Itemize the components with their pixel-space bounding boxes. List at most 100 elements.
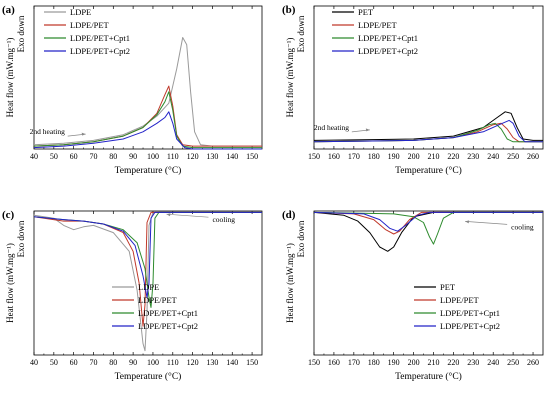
x-tick-label: 90	[129, 358, 137, 367]
x-tick-label: 120	[187, 358, 199, 367]
legend: PET LDPE/PET LDPE/PET+Cpt1 LDPE/PET+Cpt2	[414, 282, 500, 331]
annotation-arrow	[166, 213, 209, 218]
y-axis-label: Heat flow (mW.mg⁻¹)	[285, 38, 295, 118]
x-tick-label: 120	[187, 152, 199, 161]
x-tick-label: 170	[348, 152, 360, 161]
series-line	[33, 111, 262, 150]
annotation-text: cooling	[511, 222, 534, 231]
y-axis-label-exo: Exo down	[296, 220, 306, 257]
legend-label: LDPE/PET+Cpt1	[138, 308, 198, 318]
legend-label: PET	[440, 282, 456, 292]
x-tick-label: 190	[388, 152, 400, 161]
x-tick-label: 150	[246, 358, 258, 367]
plot-frame	[313, 5, 544, 150]
legend-label: LDPE/PET	[138, 295, 178, 305]
legend-label: LDPE/PET+Cpt1	[70, 33, 130, 43]
legend-label: LDPE/PET+Cpt1	[440, 308, 500, 318]
y-axis-label: Heat flow (mW.mg⁻¹)	[5, 38, 15, 118]
x-tick-label: 220	[447, 358, 459, 367]
plot-frame	[33, 5, 263, 150]
x-tick-label: 230	[467, 358, 479, 367]
legend: LDPE LDPE/PET LDPE/PET+Cpt1 LDPE/PET+Cpt2	[112, 282, 198, 331]
x-tick-label: 110	[167, 152, 179, 161]
x-tick-label: 180	[368, 152, 380, 161]
x-tick-label: 240	[487, 358, 499, 367]
panel-label: (b)	[282, 4, 296, 16]
x-tick-label: 40	[30, 152, 38, 161]
y-axis-label-exo: Exo down	[16, 15, 26, 52]
x-tick-label: 210	[427, 152, 439, 161]
panel-d: (d) 150 160 170 180 190 200 210 220 230 240 250 260 T…	[282, 209, 544, 382]
series-line	[33, 37, 262, 147]
series-line	[33, 91, 262, 149]
x-tick-label: 70	[89, 358, 97, 367]
x-tick-label: 60	[70, 152, 78, 161]
panel-c: (c) 40 50 60 70 80 90 100 110 120 130 140 150 Tempera…	[2, 209, 263, 382]
series-line	[313, 211, 543, 232]
x-tick-label: 140	[226, 358, 238, 367]
x-tick-label: 220	[447, 152, 459, 161]
series-line	[33, 211, 262, 298]
annotation-arrowhead	[81, 132, 86, 136]
x-axis-label: Temperature (°C)	[115, 165, 182, 176]
x-tick-label: 210	[427, 358, 439, 367]
y-axis-label: Heat flow (mW.mg⁻¹)	[5, 243, 15, 323]
x-tick-label: 200	[408, 152, 420, 161]
x-tick-label: 50	[50, 358, 58, 367]
x-tick-label: 150	[308, 358, 320, 367]
panel-b: (b) 150 160 170 180 190 200 210 220 230 240 250 260 T…	[282, 4, 544, 176]
series-line	[313, 211, 543, 252]
series-line	[313, 211, 543, 235]
panel-a: (a) 40 50 60 70 80 90 100 110 120 130 140 150 Tempera…	[2, 4, 263, 176]
x-tick-label: 80	[109, 358, 117, 367]
legend-label: LDPE/PET	[358, 20, 398, 30]
legend-label: LDPE/PET+Cpt1	[358, 33, 418, 43]
series-line	[33, 85, 262, 147]
x-tick-label: 140	[226, 152, 238, 161]
annotation-text: cooling	[212, 215, 235, 224]
legend-label: PET	[358, 7, 374, 17]
annotation-arrow	[465, 221, 508, 225]
x-tick-label: 230	[467, 152, 479, 161]
x-tick-label: 190	[388, 358, 400, 367]
legend: LDPE LDPE/PET LDPE/PET+Cpt1 LDPE/PET+Cpt2	[44, 7, 130, 56]
series-line	[313, 119, 543, 143]
x-tick-label: 100	[147, 358, 159, 367]
legend-label: LDPE/PET+Cpt2	[138, 321, 198, 331]
legend-label: LDPE/PET+Cpt2	[358, 46, 418, 56]
x-tick-label: 150	[246, 152, 258, 161]
x-tick-label: 160	[328, 152, 340, 161]
x-tick-label: 100	[147, 152, 159, 161]
annotation-arrowhead	[365, 128, 370, 132]
x-tick-label: 130	[206, 358, 218, 367]
x-tick-label: 180	[368, 358, 380, 367]
y-axis-label: Heat flow (mW.mg⁻¹)	[285, 243, 295, 323]
x-axis-label: Temperature (°C)	[395, 165, 462, 176]
series-line	[313, 211, 543, 245]
annotation-arrowhead	[465, 220, 470, 224]
series-line	[33, 211, 262, 352]
x-tick-label: 250	[507, 152, 519, 161]
x-tick-label: 50	[50, 152, 58, 161]
x-tick-label: 240	[487, 152, 499, 161]
legend-label: LDPE/PET	[440, 295, 480, 305]
x-tick-label: 90	[129, 152, 137, 161]
plot-frame	[313, 210, 544, 356]
x-tick-label: 130	[206, 152, 218, 161]
y-axis-label-exo: Exo down	[16, 220, 26, 257]
y-axis-label-exo: Exo down	[296, 15, 306, 52]
panel-label: (a)	[2, 4, 15, 16]
x-tick-label: 60	[70, 358, 78, 367]
x-tick-label: 260	[527, 152, 539, 161]
legend: PET LDPE/PET LDPE/PET+Cpt1 LDPE/PET+Cpt2	[332, 7, 418, 56]
legend-label: LDPE/PET+Cpt2	[440, 321, 500, 331]
x-tick-label: 250	[507, 358, 519, 367]
x-tick-label: 150	[308, 152, 320, 161]
x-axis-label: Temperature (°C)	[115, 371, 182, 382]
x-tick-label: 170	[348, 358, 360, 367]
panel-label: (d)	[282, 209, 296, 221]
series-line	[313, 111, 543, 141]
x-tick-label: 200	[408, 358, 420, 367]
x-axis-label: Temperature (°C)	[395, 371, 462, 382]
